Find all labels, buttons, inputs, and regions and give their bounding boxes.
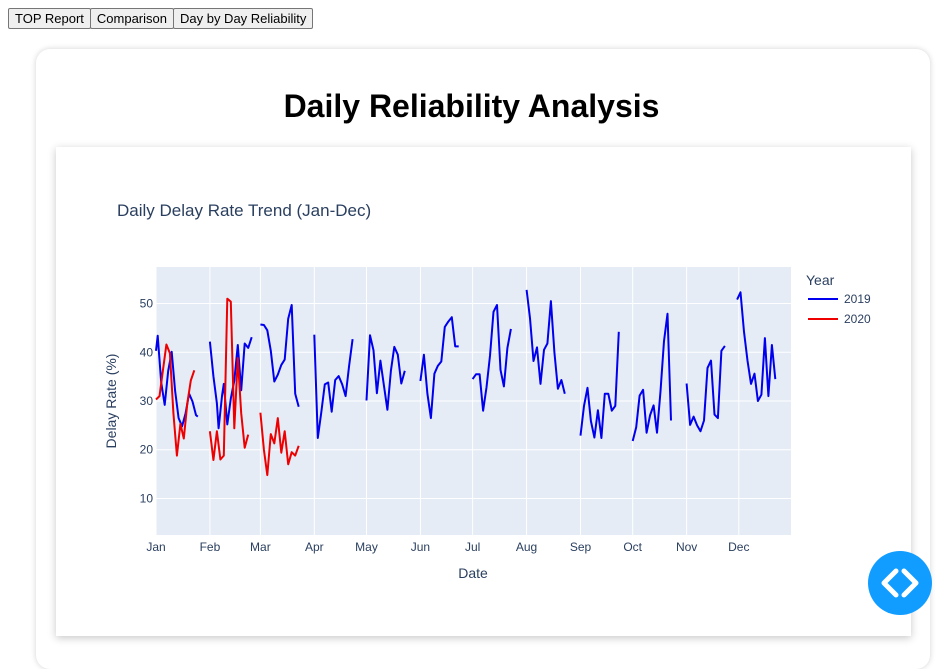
series-lines <box>155 289 777 477</box>
legend-label-2020[interactable]: 2020 <box>844 312 871 326</box>
y-tick-label: 10 <box>140 491 154 505</box>
legend-title: Year <box>806 272 835 288</box>
legend: Year 2019 2020 <box>806 272 871 326</box>
tick-labels: 10 20 30 40 50 Jan Feb Mar Apr May Jun Jul Aug Sep Oct… <box>140 297 750 554</box>
x-tick-label: Dec <box>728 540 749 554</box>
series-line-2019 <box>631 312 672 442</box>
x-tick-label: Jun <box>411 540 430 554</box>
x-tick-label: Sep <box>570 540 592 554</box>
series-line-2019 <box>260 304 300 408</box>
series-line-2020 <box>259 412 300 477</box>
series-line-2019 <box>525 289 566 394</box>
legend-items: 2019 2020 <box>808 292 871 326</box>
tab-bar: TOP Report Comparison Day by Day Reliabi… <box>8 8 314 29</box>
y-axis-label: Delay Rate (%) <box>103 354 119 449</box>
series-line-2019 <box>365 334 406 411</box>
x-tick-label: Aug <box>516 540 537 554</box>
series-line-2019 <box>313 334 354 439</box>
x-axis-label: Date <box>458 565 488 581</box>
tab-top-report[interactable]: TOP Report <box>8 8 91 29</box>
x-tick-label: Jul <box>465 540 480 554</box>
tab-comparison[interactable]: Comparison <box>89 8 174 29</box>
tab-day-by-day-reliability[interactable]: Day by Day Reliability <box>172 8 314 29</box>
grid-lines <box>155 267 791 535</box>
x-tick-label: Feb <box>200 540 221 554</box>
y-tick-label: 20 <box>140 443 154 457</box>
legend-label-2019[interactable]: 2019 <box>844 292 871 306</box>
series-line-2019 <box>208 336 253 430</box>
code-icon <box>881 568 919 598</box>
series-line-2020 <box>155 343 196 457</box>
series-line-2020 <box>208 297 250 461</box>
chart-title: Daily Delay Rate Trend (Jan-Dec) <box>117 201 371 220</box>
x-tick-label: Mar <box>250 540 271 554</box>
series-line-2019 <box>685 345 726 433</box>
x-tick-label: Nov <box>676 540 697 554</box>
x-tick-label: Oct <box>623 540 642 554</box>
x-tick-label: Jan <box>146 540 165 554</box>
x-tick-label: Apr <box>305 540 324 554</box>
page-title: Daily Reliability Analysis <box>283 88 660 124</box>
series-line-2019 <box>736 291 777 402</box>
series-line-2019 <box>471 304 512 412</box>
y-tick-label: 30 <box>140 394 154 408</box>
x-tick-label: May <box>355 540 378 554</box>
y-tick-label: 50 <box>140 297 154 311</box>
y-tick-label: 40 <box>140 345 154 359</box>
code-toggle-button[interactable] <box>868 551 932 615</box>
series-line-2019 <box>579 331 620 439</box>
series-line-2019 <box>419 316 459 420</box>
delay-rate-chart: Daily Delay Rate Trend (Jan-Dec) 10 20 30 4… <box>103 201 871 581</box>
